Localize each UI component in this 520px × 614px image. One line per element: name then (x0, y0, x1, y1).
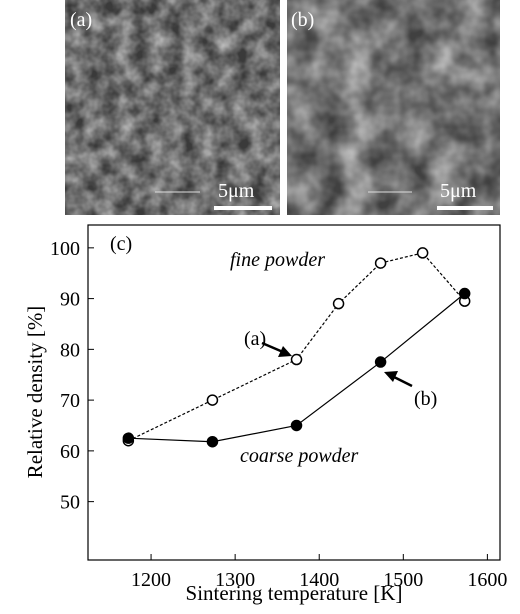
y-tick-label: 70 (60, 390, 80, 412)
series-label: fine powder (230, 249, 325, 271)
series-line (128, 253, 464, 441)
annotation: (a) (244, 328, 266, 350)
panel-label: (b) (291, 9, 314, 31)
x-tick-label: 1400 (299, 569, 339, 591)
panel-label: (c) (110, 233, 132, 255)
x-tick-label: 1300 (215, 569, 255, 591)
scale-label: 5μm (218, 180, 255, 202)
annotation: (b) (414, 388, 437, 410)
point (334, 299, 344, 309)
point (292, 355, 302, 365)
x-tick-label: 1200 (131, 569, 171, 591)
x-tick-label: 1500 (383, 569, 423, 591)
arrows (262, 343, 412, 386)
point (123, 433, 133, 443)
y-tick-label: 60 (60, 441, 80, 463)
y-tick-label: 90 (60, 289, 80, 311)
point (292, 420, 302, 430)
series-label: coarse powder (240, 445, 359, 467)
sem-image-a: (a) 5μm (65, 0, 280, 215)
point (376, 258, 386, 268)
x-tick-label: 1600 (467, 569, 507, 591)
point (207, 437, 217, 447)
y-tick-label: 80 (60, 339, 80, 361)
plot-frame (88, 225, 500, 560)
point (207, 395, 217, 405)
scale-label: 5μm (440, 180, 477, 202)
y-axis-label: Relative density [%] (23, 306, 47, 479)
point (376, 357, 386, 367)
panel-label: (a) (70, 9, 92, 31)
y-tick-label: 100 (50, 238, 80, 260)
figure: (a) 5μm (b) 5μm (c) Sintering temperatur… (0, 0, 520, 609)
series-line (128, 294, 464, 442)
point (418, 248, 428, 258)
y-tick-label: 50 (60, 492, 80, 514)
point (460, 289, 470, 299)
sem-image-b: (b) 5μm (287, 0, 500, 215)
